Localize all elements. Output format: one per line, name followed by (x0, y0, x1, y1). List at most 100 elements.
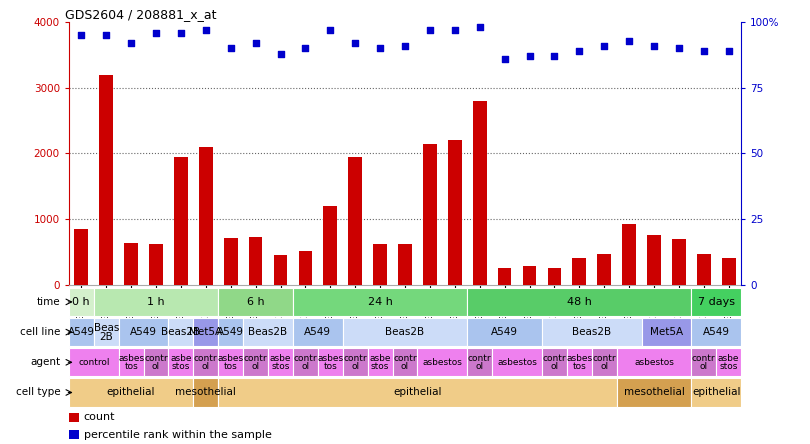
Text: contr
ol: contr ol (692, 354, 715, 371)
Point (150, 29, 163, 36)
Bar (268, 348, 293, 377)
Bar (218, 288, 293, 316)
Text: asbes
tos: asbes tos (566, 354, 592, 371)
Point (125, 40, 138, 47)
Bar (348, 157, 362, 285)
Bar (343, 318, 467, 346)
Text: contr
ol: contr ol (468, 354, 492, 371)
Bar (218, 318, 243, 346)
Text: 24 h: 24 h (368, 297, 393, 307)
Text: epithelial: epithelial (692, 388, 740, 397)
Point (573, 48, 586, 55)
Text: A549: A549 (68, 327, 95, 337)
Bar (448, 140, 462, 285)
Bar (69, 318, 94, 346)
Bar (692, 318, 741, 346)
Text: asbestos: asbestos (497, 358, 537, 367)
Point (299, 45, 312, 52)
Point (399, 42, 411, 49)
Point (723, 48, 735, 55)
Bar (75, 229, 88, 285)
Point (523, 53, 536, 60)
Bar (69, 348, 118, 377)
Bar (399, 244, 411, 285)
Text: asbes
tos: asbes tos (118, 354, 144, 371)
Bar (417, 348, 467, 377)
Bar (199, 147, 213, 285)
Bar (69, 378, 194, 407)
Bar (168, 348, 194, 377)
Text: asbe
stos: asbe stos (170, 354, 192, 371)
Text: contr
ol: contr ol (194, 354, 218, 371)
Bar (542, 318, 642, 346)
Point (647, 42, 660, 49)
Point (448, 27, 461, 34)
Bar (573, 258, 586, 285)
Bar (293, 288, 467, 316)
Bar (522, 266, 536, 285)
Text: asbe
stos: asbe stos (369, 354, 391, 371)
Text: Beas
2B: Beas 2B (93, 322, 119, 342)
Text: agent: agent (31, 357, 61, 367)
Point (324, 27, 337, 34)
Bar (616, 378, 692, 407)
Text: Beas2B: Beas2B (386, 327, 424, 337)
Bar (118, 318, 168, 346)
Bar (168, 318, 194, 346)
Text: GDS2604 / 208881_x_at: GDS2604 / 208881_x_at (66, 8, 217, 21)
Point (598, 42, 611, 49)
Text: Beas2B: Beas2B (161, 327, 200, 337)
Text: 1 h: 1 h (147, 297, 164, 307)
Text: contr
ol: contr ol (343, 354, 367, 371)
Bar (174, 157, 188, 285)
Bar (423, 143, 437, 285)
Text: A549: A549 (217, 327, 244, 337)
Text: asbestos: asbestos (634, 358, 674, 367)
Bar (194, 348, 218, 377)
Bar (318, 348, 343, 377)
Bar (393, 348, 417, 377)
Text: mesothelial: mesothelial (624, 388, 684, 397)
Bar (118, 348, 143, 377)
Point (623, 37, 636, 44)
Bar (94, 288, 218, 316)
Bar (697, 254, 710, 285)
Text: contr
ol: contr ol (244, 354, 267, 371)
Bar (642, 318, 692, 346)
Bar (542, 348, 567, 377)
Bar (692, 288, 741, 316)
Text: A549: A549 (130, 327, 157, 337)
Bar (69, 412, 79, 422)
Text: 6 h: 6 h (247, 297, 264, 307)
Bar (716, 348, 741, 377)
Text: A549: A549 (305, 327, 331, 337)
Text: asbes
tos: asbes tos (318, 354, 343, 371)
Point (274, 50, 287, 57)
Text: 7 days: 7 days (697, 297, 735, 307)
Bar (194, 378, 218, 407)
Bar (597, 254, 611, 285)
Text: cell type: cell type (16, 388, 61, 397)
Bar (143, 348, 168, 377)
Point (75, 32, 87, 39)
Point (424, 27, 437, 34)
Bar (467, 348, 492, 377)
Point (498, 56, 511, 63)
Bar (616, 348, 692, 377)
Point (473, 24, 486, 31)
Bar (467, 288, 692, 316)
Text: contr
ol: contr ol (393, 354, 417, 371)
Point (100, 32, 113, 39)
Bar (274, 255, 288, 285)
Bar (467, 318, 542, 346)
Point (224, 45, 237, 52)
Bar (100, 75, 113, 285)
Point (697, 48, 710, 55)
Text: mesothelial: mesothelial (175, 388, 237, 397)
Bar (473, 101, 487, 285)
Bar (94, 318, 118, 346)
Bar (722, 258, 735, 285)
Point (199, 27, 212, 34)
Text: cell line: cell line (20, 327, 61, 337)
Bar (368, 348, 393, 377)
